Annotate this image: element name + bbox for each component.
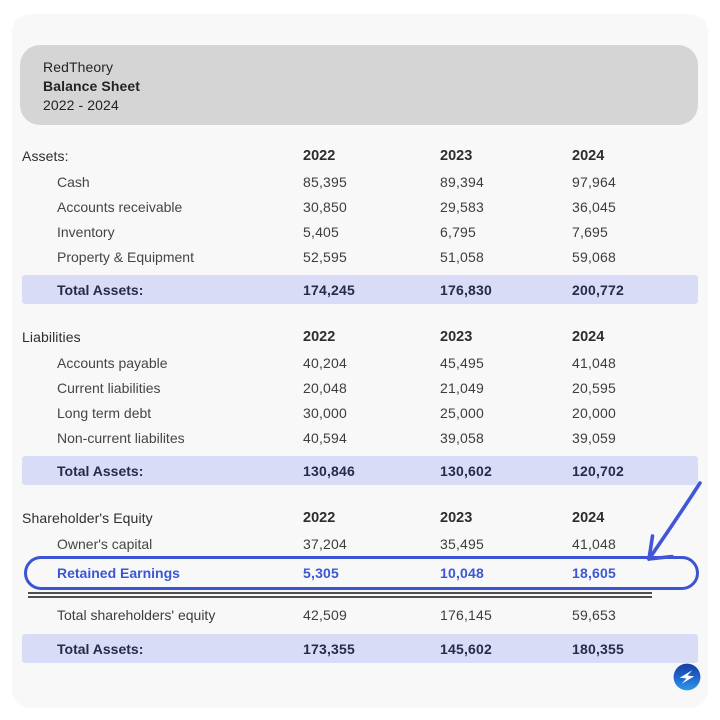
subtotal-row-equity: Total shareholders' equity 42,509 176,14…	[22, 602, 698, 628]
row-value: 5,305	[303, 565, 340, 581]
row-value: 39,058	[440, 429, 485, 446]
document-header: RedTheory Balance Sheet 2022 - 2024	[20, 45, 698, 125]
retained-earnings-highlighted-row: Retained Earnings 5,305 10,048 18,605	[22, 556, 699, 590]
total-value: 120,702	[572, 462, 625, 479]
total-label: Total Assets:	[57, 640, 144, 657]
section-equity: Shareholder's Equity 2022 2023 2024 Owne…	[22, 505, 699, 663]
row-value: 5,405	[303, 223, 340, 240]
row-value: 20,048	[303, 379, 348, 396]
total-label: Total Assets:	[57, 462, 144, 479]
row-value: 89,394	[440, 173, 485, 190]
row-value: 51,058	[440, 248, 485, 265]
table-row: Owner's capital 37,204 35,495 41,048	[22, 531, 698, 556]
section-header-row: Shareholder's Equity 2022 2023 2024	[22, 505, 698, 531]
total-value: 130,602	[440, 462, 493, 479]
row-label: Total shareholders' equity	[57, 607, 216, 623]
row-value: 40,204	[303, 354, 348, 371]
total-row-equity: Total Assets: 173,355 145,602 180,355	[22, 634, 698, 663]
table-row: Property & Equipment 52,595 51,058 59,06…	[22, 244, 698, 269]
total-row-assets: Total Assets: 174,245 176,830 200,772	[22, 275, 698, 304]
company-name: RedTheory	[43, 59, 114, 75]
row-label: Long term debt	[57, 404, 152, 421]
row-value: 10,048	[440, 565, 485, 581]
year-column-header: 2024	[572, 510, 605, 526]
year-column-header: 2024	[572, 148, 605, 164]
year-column-header: 2024	[572, 329, 605, 345]
row-label: Cash	[57, 173, 90, 190]
total-value: 173,355	[303, 640, 356, 657]
table-row: Inventory 5,405 6,795 7,695	[22, 219, 698, 244]
document-title: Balance Sheet	[43, 78, 141, 94]
table-row: Accounts payable 40,204 45,495 41,048	[22, 350, 698, 375]
section-header-row: Assets: 2022 2023 2024	[22, 143, 698, 169]
row-value: 41,048	[572, 354, 617, 371]
row-value: 25,000	[440, 404, 485, 421]
row-value: 6,795	[440, 223, 477, 240]
row-label: Inventory	[57, 223, 115, 240]
row-value: 30,000	[303, 404, 348, 421]
table-row: Non-current liabilites 40,594 39,058 39,…	[22, 425, 698, 450]
row-value: 7,695	[572, 223, 609, 240]
total-value: 200,772	[572, 281, 625, 298]
row-label: Property & Equipment	[57, 248, 194, 265]
section-liabilities: Liabilities 2022 2023 2024 Accounts paya…	[22, 324, 698, 485]
lightning-bolt-logo-icon	[673, 663, 701, 691]
table-row: Cash 85,395 89,394 97,964	[22, 169, 698, 194]
row-value: 20,000	[572, 404, 617, 421]
row-value: 39,059	[572, 429, 617, 446]
section-title: Shareholder's Equity	[22, 510, 153, 526]
table-row: Accounts receivable 30,850 29,583 36,045	[22, 194, 698, 219]
row-value: 20,595	[572, 379, 617, 396]
total-value: 176,830	[440, 281, 493, 298]
row-value: 176,145	[440, 607, 493, 623]
year-column-header: 2022	[303, 510, 336, 526]
row-label: Current liabilities	[57, 379, 161, 396]
table-row: Current liabilities 20,048 21,049 20,595	[22, 375, 698, 400]
section-assets: Assets: 2022 2023 2024 Cash 85,395 89,39…	[22, 143, 698, 304]
section-header-row: Liabilities 2022 2023 2024	[22, 324, 698, 350]
row-label: Non-current liabilites	[57, 429, 185, 446]
row-value: 40,594	[303, 429, 348, 446]
balance-sheet-card: RedTheory Balance Sheet 2022 - 2024 Asse…	[12, 14, 708, 708]
row-label: Accounts receivable	[57, 198, 183, 215]
total-row-liabilities: Total Assets: 130,846 130,602 120,702	[22, 456, 698, 485]
section-title: Liabilities	[22, 329, 81, 345]
double-rule-divider	[28, 592, 652, 598]
year-column-header: 2022	[303, 148, 336, 164]
year-column-header: 2023	[440, 329, 473, 345]
row-value: 21,049	[440, 379, 485, 396]
row-value: 36,045	[572, 198, 617, 215]
row-value: 41,048	[572, 535, 617, 552]
row-value: 30,850	[303, 198, 348, 215]
total-value: 145,602	[440, 640, 493, 657]
section-title: Assets:	[22, 148, 69, 164]
row-value: 59,653	[572, 607, 617, 623]
row-value: 52,595	[303, 248, 348, 265]
total-value: 174,245	[303, 281, 356, 298]
row-value: 45,495	[440, 354, 485, 371]
total-value: 180,355	[572, 640, 625, 657]
row-value: 18,605	[572, 565, 617, 581]
row-value: 35,495	[440, 535, 485, 552]
row-value: 37,204	[303, 535, 348, 552]
row-label: Accounts payable	[57, 354, 168, 371]
row-value: 85,395	[303, 173, 348, 190]
row-value: 42,509	[303, 607, 348, 623]
year-column-header: 2023	[440, 148, 473, 164]
total-label: Total Assets:	[57, 281, 144, 298]
row-label: Owner's capital	[57, 535, 153, 552]
year-column-header: 2022	[303, 329, 336, 345]
document-period: 2022 - 2024	[43, 97, 119, 113]
table-row: Long term debt 30,000 25,000 20,000	[22, 400, 698, 425]
balance-sheet-table: Assets: 2022 2023 2024 Cash 85,395 89,39…	[22, 143, 699, 663]
row-label: Retained Earnings	[57, 565, 180, 581]
year-column-header: 2023	[440, 510, 473, 526]
total-value: 130,846	[303, 462, 356, 479]
row-value: 97,964	[572, 173, 617, 190]
row-value: 59,068	[572, 248, 617, 265]
row-value: 29,583	[440, 198, 485, 215]
